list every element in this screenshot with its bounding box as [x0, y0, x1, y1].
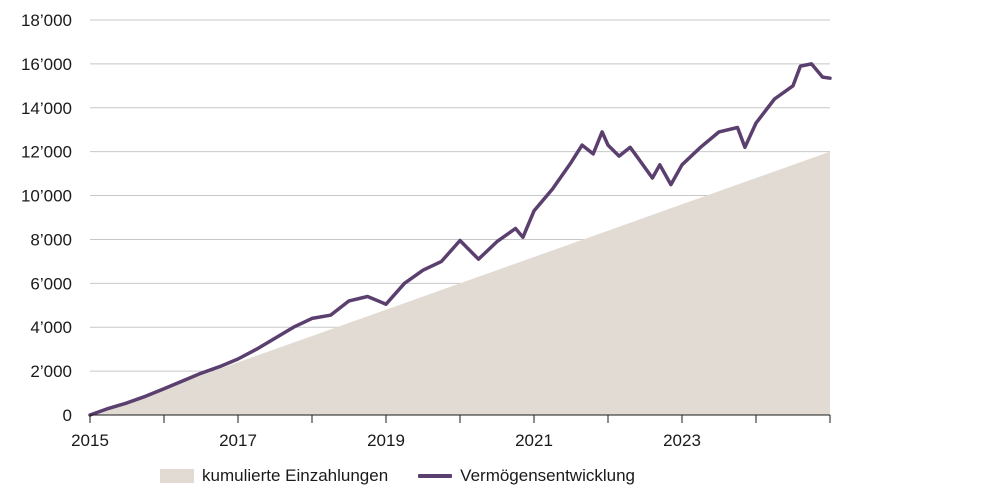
y-tick-label: 2’000 — [30, 362, 72, 381]
x-tick-labels: 2015 2017 2019 2021 2023 — [71, 431, 701, 450]
series-line-vermoegen — [88, 62, 832, 417]
area-layer — [90, 151, 830, 415]
grid-lines — [90, 19, 830, 372]
legend-label-vermoegen: Vermögensentwicklung — [460, 466, 635, 485]
y-tick-label: 0 — [63, 406, 72, 425]
x-tick-label: 2015 — [71, 431, 109, 450]
line-layer — [88, 62, 832, 417]
y-tick-label: 14’000 — [21, 99, 72, 118]
legend-swatch-area — [160, 469, 194, 483]
axes — [89, 414, 831, 423]
x-tick-label: 2019 — [367, 431, 405, 450]
x-tick-label: 2023 — [663, 431, 701, 450]
y-tick-label: 6’000 — [30, 274, 72, 293]
y-tick-label: 8’000 — [30, 230, 72, 249]
y-tick-label: 18’000 — [21, 11, 72, 30]
x-tick-label: 2017 — [219, 431, 257, 450]
y-tick-labels: 0 2’000 4’000 6’000 8’000 10’000 12’000 14’000 1… — [21, 11, 72, 425]
y-tick-label: 10’000 — [21, 187, 72, 206]
x-tick-label: 2021 — [515, 431, 553, 450]
y-tick-label: 12’000 — [21, 143, 72, 162]
legend-item-einzahlungen: kumulierte Einzahlungen — [160, 466, 388, 486]
legend-item-vermoegen: Vermögensentwicklung — [418, 466, 635, 486]
legend-swatch-line — [418, 474, 453, 478]
y-tick-label: 4’000 — [30, 318, 72, 337]
legend: kumulierte Einzahlungen Vermögensentwick… — [160, 466, 665, 486]
legend-label-einzahlungen: kumulierte Einzahlungen — [202, 466, 389, 485]
series-area-einzahlungen — [90, 151, 830, 415]
y-tick-label: 16’000 — [21, 55, 72, 74]
